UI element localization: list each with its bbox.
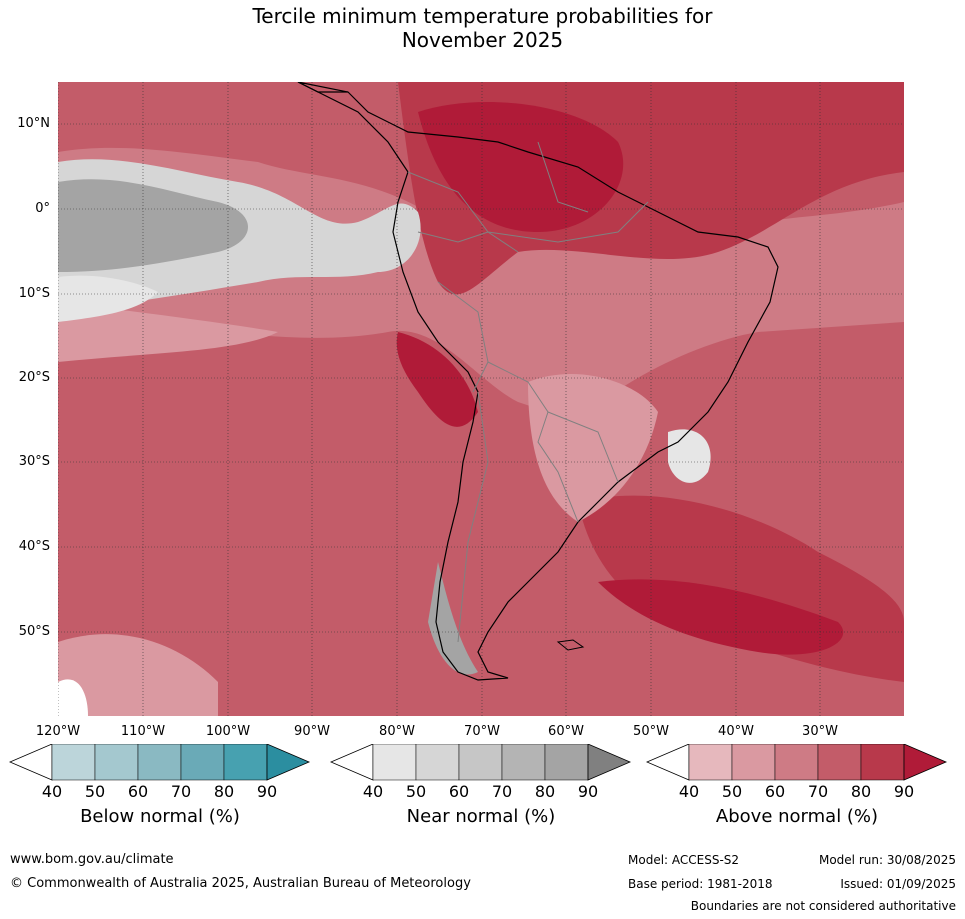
south-america-coastline	[297, 82, 779, 681]
graticule	[58, 82, 904, 716]
map-title: Tercile minimum temperature probabilitie…	[0, 4, 965, 52]
colorbar-below-tick: 60	[127, 782, 149, 801]
colorbar-above-tick: 50	[721, 782, 743, 801]
colorbar-below-tick: 80	[213, 782, 235, 801]
field-above-90-peru	[396, 332, 478, 427]
colorbar-near-high-cap	[587, 744, 632, 781]
lat-label-30s: 30°S	[18, 454, 50, 469]
colorbar-title-below: Below normal (%)	[80, 806, 240, 827]
lat-label-10s: 10°S	[18, 286, 50, 301]
colorbar-near-segment	[458, 744, 503, 781]
lon-label-110w: 110°W	[120, 724, 166, 739]
colorbar-near-segment	[501, 744, 546, 781]
field-near-normal-80	[58, 179, 248, 272]
colorbar-above-low-cap	[645, 744, 690, 781]
falkland-islands	[556, 639, 585, 651]
field-above-50-interior	[528, 373, 658, 522]
lon-label-120w: 120°W	[35, 724, 81, 739]
map-svg	[58, 82, 904, 716]
title-line-1: Tercile minimum temperature probabilitie…	[252, 4, 713, 28]
lon-label-50w: 50°W	[633, 724, 669, 739]
colorbar-below-tick: 50	[84, 782, 106, 801]
field-above-90-south-atlantic	[598, 579, 844, 655]
footer-disclaimer: Boundaries are not considered authoritat…	[690, 899, 956, 913]
colorbar-near-tick: 70	[491, 782, 513, 801]
colorbar-below-segment	[223, 744, 268, 781]
lat-label-50s: 50°S	[18, 624, 50, 639]
lon-label-60w: 60°W	[548, 724, 584, 739]
country-borders	[407, 141, 649, 643]
colorbar-title-above: Above normal (%)	[715, 806, 879, 827]
colorbar-above-segment	[817, 744, 862, 781]
field-white-sw	[58, 679, 88, 716]
colorbar-below-segment	[180, 744, 225, 781]
central-america-coast	[297, 82, 348, 93]
colorbar-below-segment	[137, 744, 182, 781]
title-line-2: November 2025	[401, 28, 564, 52]
colorbar-near-tick: 50	[405, 782, 427, 801]
colorbar-below-segment	[51, 744, 96, 781]
lon-label-70w: 70°W	[464, 724, 500, 739]
colorbar-above-segment	[731, 744, 776, 781]
colorbar-below-high-cap	[266, 744, 311, 781]
colorbar-above-tick: 40	[678, 782, 700, 801]
colorbar-above-high-cap	[903, 744, 948, 781]
colorbar-below	[8, 744, 311, 781]
colorbar-below-tick: 70	[170, 782, 192, 801]
colorbar-near-tick: 40	[362, 782, 384, 801]
colorbar-above-tick: 70	[807, 782, 829, 801]
footer-base-period: Base period: 1981-2018	[628, 877, 773, 891]
colorbar-near-low-cap	[329, 744, 374, 781]
lon-label-80w: 80°W	[379, 724, 415, 739]
colorbar-above	[645, 744, 948, 781]
colorbar-below-segment	[94, 744, 139, 781]
colorbar-near-tick: 90	[577, 782, 599, 801]
footer-model: Model: ACCESS-S2	[628, 853, 740, 867]
colorbar-near-segment	[544, 744, 589, 781]
colorbars	[8, 744, 948, 781]
colorbar-near	[329, 744, 632, 781]
colorbar-above-segment	[774, 744, 819, 781]
lon-label-100w: 100°W	[205, 724, 251, 739]
lon-label-90w: 90°W	[294, 724, 330, 739]
lat-label-10n: 10°N	[17, 116, 50, 131]
colorbar-near-tick: 60	[448, 782, 470, 801]
colorbar-above-segment	[688, 744, 733, 781]
colorbar-below-tick: 40	[41, 782, 63, 801]
colorbar-above-tick: 90	[893, 782, 915, 801]
footer-issued: Issued: 01/09/2025	[840, 877, 956, 891]
colorbar-below-tick: 90	[256, 782, 278, 801]
colorbar-title-near: Near normal (%)	[406, 806, 556, 827]
lon-label-40w: 40°W	[718, 724, 754, 739]
footer-copyright: © Commonwealth of Australia 2025, Austra…	[10, 876, 471, 891]
footer-website[interactable]: www.bom.gov.au/climate	[10, 852, 174, 867]
lat-label-0: 0°	[35, 201, 50, 216]
field-near-normal-atlantic	[668, 429, 711, 483]
footer-model-run: Model run: 30/08/2025	[818, 853, 956, 867]
colorbar-near-segment	[415, 744, 460, 781]
field-near-normal-patagonia	[428, 562, 478, 675]
lat-label-40s: 40°S	[18, 539, 50, 554]
field-near-normal-40	[58, 275, 158, 322]
lon-label-30w: 30°W	[802, 724, 838, 739]
field-above-50-sw	[58, 634, 218, 716]
colorbar-above-tick: 60	[764, 782, 786, 801]
probability-map	[58, 82, 904, 716]
colorbar-near-tick: 80	[534, 782, 556, 801]
colorbar-below-low-cap	[8, 744, 53, 781]
field-above-50-eq	[58, 302, 278, 362]
colorbar-near-segment	[372, 744, 417, 781]
lat-label-20s: 20°S	[18, 370, 50, 385]
colorbar-above-segment	[860, 744, 905, 781]
colorbar-above-tick: 80	[850, 782, 872, 801]
field-above-90-north	[418, 102, 624, 232]
